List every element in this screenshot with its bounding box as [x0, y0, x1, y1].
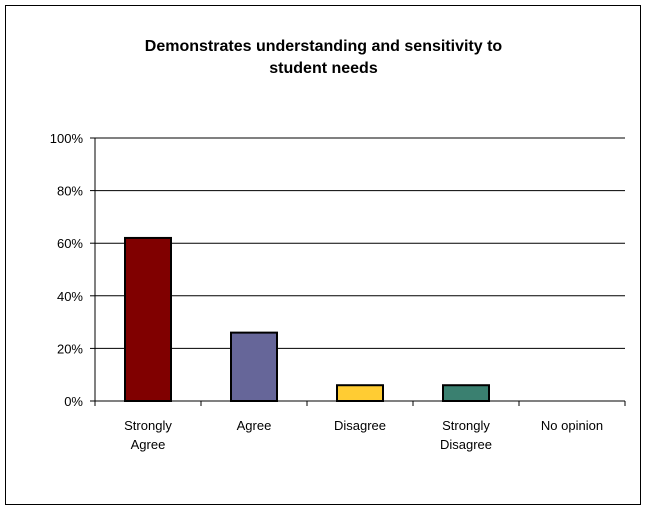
chart-title-line-2: student needs [269, 60, 378, 77]
x-tick-label: Strongly [124, 418, 172, 433]
y-tick-label: 0% [64, 394, 83, 409]
bar-chart: 0% 20% 40% 60% 80% 100% Strongly Agree Agree Disa… [50, 131, 626, 452]
x-tick-label: Disagree [334, 418, 386, 433]
y-tick-label: 100% [50, 131, 84, 146]
y-tick-label: 80% [57, 184, 83, 199]
bar [336, 384, 384, 403]
chart-title-line-1: Demonstrates understanding and sensitivi… [144, 38, 503, 55]
bar [442, 384, 490, 403]
x-tick-label: No opinion [541, 418, 603, 433]
x-tick-label: Agree [237, 418, 272, 433]
x-tick-label: Strongly [442, 418, 490, 433]
x-tick-label: Disagree [440, 437, 492, 452]
bar [124, 236, 172, 402]
bar [230, 331, 278, 402]
chart-title: Demonstrates understanding and sensitivi… [0, 36, 647, 80]
chart-frame [5, 5, 641, 505]
y-tick-label: 40% [57, 289, 83, 304]
y-tick-label: 20% [57, 341, 83, 356]
y-tick-label: 60% [57, 236, 83, 251]
x-tick-label: Agree [131, 437, 166, 452]
